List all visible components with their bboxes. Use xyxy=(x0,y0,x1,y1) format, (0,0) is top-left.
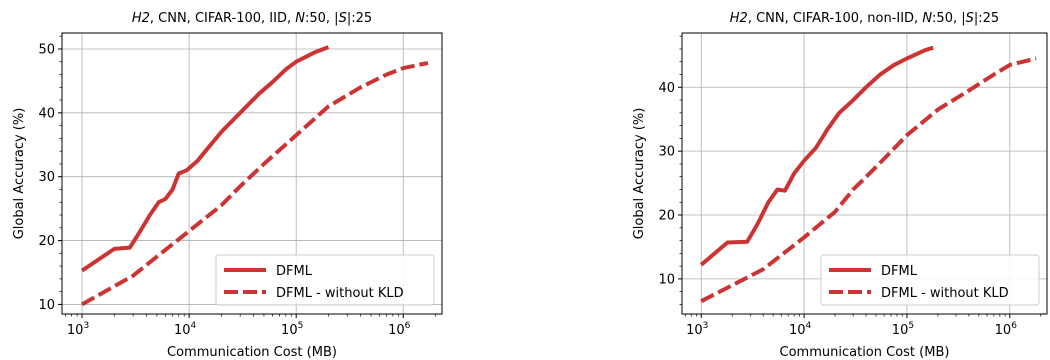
legend-label-dfml-without-kld: DFML - without KLD xyxy=(881,286,1009,301)
y-tick-label: 40 xyxy=(38,106,55,121)
y-axis-label: Global Accuracy (%) xyxy=(632,108,647,240)
x-axis-label: Communication Cost (MB) xyxy=(167,345,337,360)
y-tick-label: 50 xyxy=(38,42,55,57)
y-tick-label: 20 xyxy=(38,234,55,249)
y-tick-label: 30 xyxy=(658,145,675,160)
series-line-dfml-without-kld xyxy=(81,61,429,307)
x-tick-label: 103 xyxy=(67,321,89,338)
legend-label-dfml: DFML xyxy=(276,264,313,279)
plot-frame xyxy=(681,32,1048,315)
legend-box xyxy=(215,254,435,306)
chart-title: H2, CNN, CIFAR-100, non-IID, N:50, |S|:2… xyxy=(730,11,999,26)
y-tick-label: 10 xyxy=(38,298,55,313)
series-line-dfml xyxy=(80,45,330,273)
x-tick-label: 106 xyxy=(995,321,1018,338)
x-axis-label: Communication Cost (MB) xyxy=(780,345,950,360)
legend-label-dfml: DFML xyxy=(881,264,918,279)
series-line-dfml xyxy=(699,45,934,267)
y-axis-label: Global Accuracy (%) xyxy=(12,108,27,240)
chart-title: H2, CNN, CIFAR-100, IID, N:50, |S|:25 xyxy=(132,11,372,26)
x-tick-label: 104 xyxy=(174,321,197,338)
legend-label-dfml-without-kld: DFML - without KLD xyxy=(276,286,404,301)
y-tick-label: 10 xyxy=(658,272,675,287)
x-tick-label: 105 xyxy=(892,321,914,338)
legend-box xyxy=(820,254,1040,306)
y-tick-label: 40 xyxy=(658,81,675,96)
chart-panel-1: 103 104 105 106 10 20 30 40 50 H2, CNN, CIFAR-100… xyxy=(12,11,443,360)
plot-frame xyxy=(61,32,443,315)
y-tick-label: 20 xyxy=(658,209,675,224)
x-tick-label: 105 xyxy=(281,321,303,338)
x-tick-label: 106 xyxy=(388,321,411,338)
chart-panel-2: 103 104 105 106 10 20 30 40 H2, CNN, CIFAR-100, … xyxy=(632,11,1048,360)
x-tick-label: 104 xyxy=(789,321,812,338)
y-tick-label: 30 xyxy=(38,170,55,185)
x-tick-label: 103 xyxy=(686,321,708,338)
